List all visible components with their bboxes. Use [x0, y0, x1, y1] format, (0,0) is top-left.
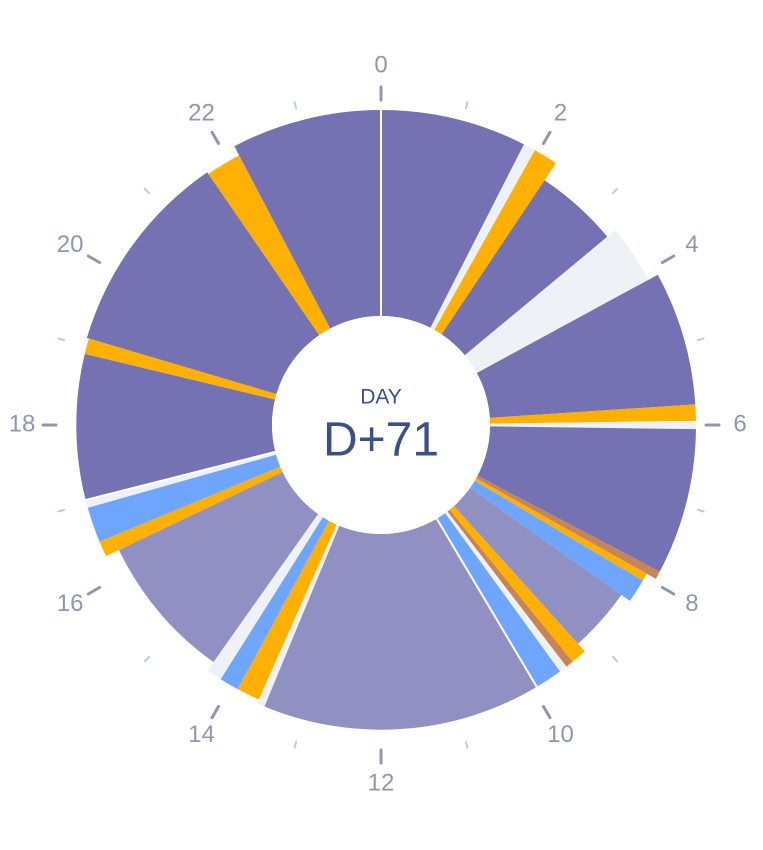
segment-28-dark_purple — [86, 172, 320, 395]
segment-8-dark_purple — [477, 426, 696, 572]
center-value: D+71 — [323, 414, 439, 467]
segment-17-light_purple — [264, 518, 537, 730]
segment-13-orange — [449, 506, 585, 662]
tick-label-8: 8 — [685, 590, 698, 617]
segment-23-orange — [99, 466, 283, 557]
segment-29-orange — [208, 155, 331, 336]
center-label: DAY — [360, 386, 402, 409]
segment-7-pale — [489, 420, 696, 430]
segment-1-pale — [430, 144, 535, 330]
segment-22-light_purple — [118, 471, 319, 663]
segment-12-light_purple — [453, 487, 622, 644]
minor-tick-19 — [57, 337, 66, 342]
minor-tick-7 — [696, 508, 705, 513]
major-tick-20 — [86, 254, 102, 264]
minor-tick-11 — [464, 740, 469, 749]
segment-30-dark_purple — [234, 110, 381, 329]
segment-divider-2 — [73, 450, 276, 504]
segment-27-orange — [84, 338, 277, 400]
segment-9-brown — [476, 475, 660, 579]
segment-20-blue — [220, 517, 329, 690]
tick-label-10: 10 — [547, 721, 574, 748]
tick-label-22: 22 — [188, 99, 215, 126]
major-tick-16 — [86, 586, 102, 596]
segment-16-blue — [436, 513, 561, 687]
tick-label-0: 0 — [374, 51, 387, 78]
segment-25-pale — [85, 451, 277, 508]
ticks-layer — [41, 85, 721, 765]
segment-21-pale — [207, 514, 323, 680]
minor-tick-3 — [611, 187, 619, 195]
tick-label-2: 2 — [554, 99, 567, 126]
minor-tick-9 — [611, 655, 619, 663]
tick-label-6: 6 — [733, 410, 746, 437]
tick-label-16: 16 — [57, 590, 84, 617]
labels-layer: 0 2 4 6 8 10 12 14 16 18 20 22 — [9, 51, 747, 796]
tick-label-12: 12 — [368, 769, 395, 796]
tick-label-14: 14 — [188, 721, 215, 748]
segment-0-dark_purple — [381, 110, 525, 328]
segment-14-brown — [447, 509, 573, 667]
minor-tick-15 — [143, 655, 151, 663]
segments-layer — [73, 108, 696, 730]
segment-3-dark_purple — [441, 180, 608, 356]
segment-11-blue — [470, 480, 643, 601]
minor-tick-21 — [143, 187, 151, 195]
segment-24-blue — [87, 454, 281, 542]
segment-5-dark_purple — [476, 274, 696, 418]
tick-label-18: 18 — [9, 410, 36, 437]
segment-19-orange — [237, 520, 337, 700]
segment-6-orange — [489, 404, 696, 424]
segment-10-orange — [474, 478, 647, 581]
segment-18-pale — [257, 524, 340, 707]
segment-15-pale — [445, 511, 567, 672]
major-tick-22 — [210, 130, 220, 146]
minor-tick-1 — [464, 101, 469, 110]
major-tick-4 — [660, 254, 676, 264]
minor-tick-17 — [57, 508, 66, 513]
center-disc — [272, 316, 490, 534]
minor-tick-13 — [293, 740, 298, 749]
minor-tick-5 — [696, 337, 705, 342]
minor-tick-23 — [293, 101, 298, 110]
segment-divider-1 — [435, 518, 544, 698]
tick-label-20: 20 — [57, 231, 84, 258]
segment-4-pale — [464, 230, 649, 373]
major-tick-2 — [542, 130, 552, 146]
major-tick-8 — [660, 586, 676, 596]
tick-label-4: 4 — [685, 231, 698, 258]
major-tick-14 — [210, 704, 220, 720]
major-tick-10 — [542, 704, 552, 720]
segment-2-orange — [434, 150, 557, 335]
